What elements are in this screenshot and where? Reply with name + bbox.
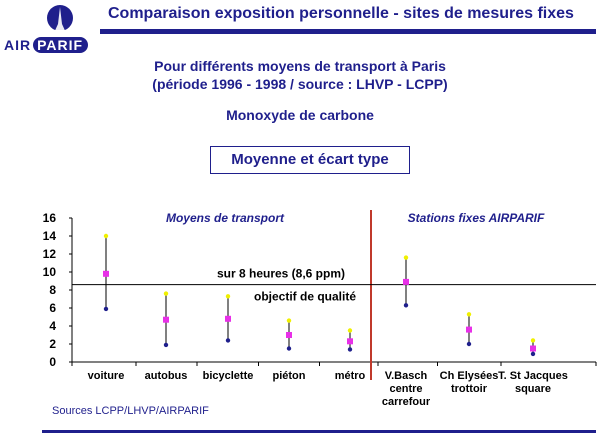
- statistic-label-box: Moyenne et écart type: [210, 146, 410, 174]
- lower-marker: [163, 342, 169, 348]
- upper-marker: [403, 255, 409, 260]
- header-divider: [100, 29, 596, 34]
- lower-marker: [403, 303, 409, 308]
- category-label: bicyclette: [203, 370, 254, 382]
- group-label-transport: Moyens de transport: [166, 211, 285, 225]
- lower-marker: [530, 351, 536, 357]
- reference-line-label: sur 8 heures (8,6 ppm): [217, 267, 345, 281]
- mean-marker: [163, 316, 169, 323]
- mean-marker: [286, 332, 292, 338]
- lower-marker: [466, 341, 472, 347]
- lower-marker: [347, 347, 353, 352]
- category-label: voiture: [88, 370, 125, 382]
- upper-marker: [225, 294, 231, 299]
- mean-marker: [466, 326, 472, 333]
- category-label: trottoir: [451, 383, 488, 395]
- y-tick-label: 12: [43, 247, 57, 261]
- category-label: V.Basch: [385, 370, 428, 382]
- category-label: métro: [335, 370, 366, 382]
- mean-marker: [530, 345, 536, 352]
- y-tick-label: 8: [49, 283, 56, 297]
- upper-marker: [530, 338, 536, 343]
- upper-marker: [286, 318, 292, 323]
- footer-divider: [42, 430, 596, 433]
- lower-marker: [225, 338, 231, 343]
- subtitle-line-1: Pour différents moyens de transport à Pa…: [154, 58, 446, 74]
- upper-marker: [103, 233, 109, 239]
- y-tick-label: 14: [43, 229, 57, 243]
- upper-marker: [347, 328, 353, 333]
- logo-wordmark: AIR PARIF: [4, 37, 89, 53]
- category-label: piéton: [273, 370, 306, 382]
- upper-marker: [163, 291, 169, 296]
- y-tick-label: 16: [43, 211, 57, 225]
- sources-note: Sources LCPP/LHVP/AIRPARIF: [52, 405, 209, 417]
- y-tick-label: 6: [49, 301, 56, 315]
- category-label: autobus: [145, 370, 188, 382]
- category-label: Ch Elysées: [440, 370, 499, 382]
- lower-marker: [286, 346, 292, 351]
- category-label: centre: [389, 383, 422, 395]
- mean-marker: [225, 315, 231, 322]
- lower-marker: [103, 306, 109, 312]
- airparif-logo: AIR PARIF: [4, 4, 98, 62]
- y-tick-label: 0: [49, 355, 56, 369]
- subtitle-line-2: (période 1996 - 1998 / source : LHVP - L…: [152, 76, 448, 92]
- upper-marker: [466, 312, 472, 317]
- group-label-stations: Stations fixes AIRPARIF: [408, 211, 545, 225]
- reference-line-sublabel: objectif de qualité: [254, 290, 356, 304]
- y-tick-label: 10: [43, 265, 57, 279]
- y-tick-label: 4: [49, 319, 56, 333]
- category-label: T. St Jacques: [498, 370, 568, 382]
- category-label: carrefour: [382, 396, 431, 408]
- pollutant-label: Monoxyde de carbone: [226, 107, 374, 123]
- eiffel-tower-icon: [47, 5, 73, 35]
- page-title: Comparaison exposition personnelle - sit…: [108, 5, 574, 22]
- y-tick-label: 2: [49, 337, 56, 351]
- mean-marker: [103, 270, 109, 277]
- category-label: square: [515, 383, 551, 395]
- mean-marker: [403, 278, 409, 285]
- mean-marker: [347, 338, 353, 345]
